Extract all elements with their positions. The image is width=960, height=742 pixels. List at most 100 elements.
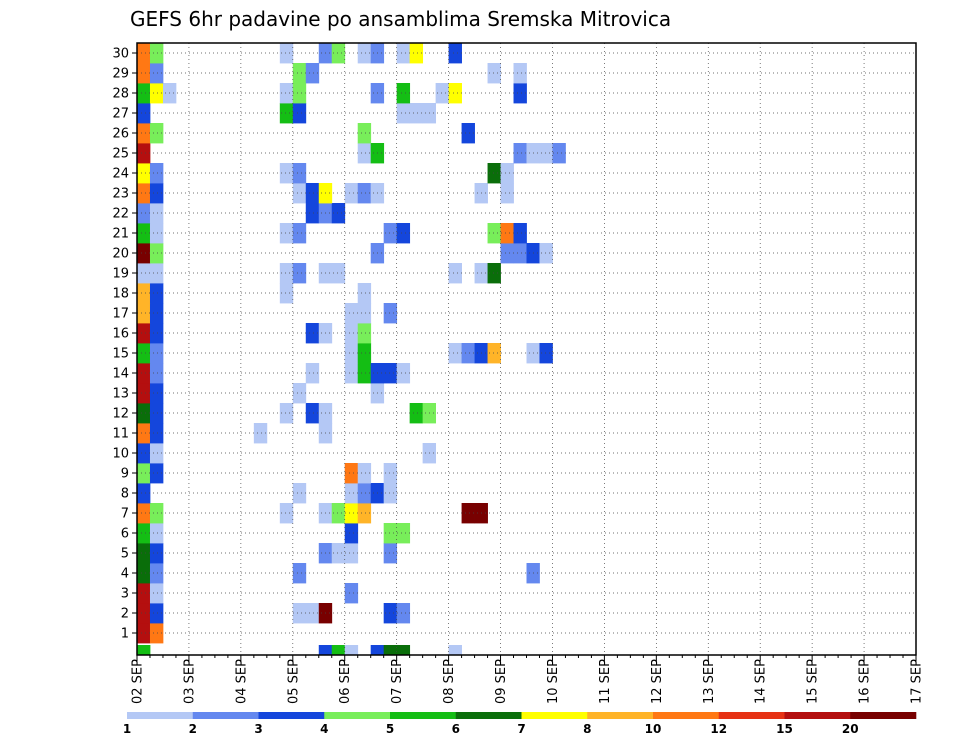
x-tick-label: 12 SEP	[650, 659, 665, 704]
heatmap-cell	[539, 343, 553, 364]
heatmap-cell	[137, 623, 151, 644]
heatmap-cell	[305, 63, 320, 84]
heatmap-cell	[331, 263, 346, 284]
heatmap-cell	[305, 603, 320, 624]
colorbar-label: 8	[583, 722, 591, 736]
heatmap-cell	[253, 423, 268, 444]
heatmap-cell	[513, 243, 527, 264]
x-tick-label: 07 SEP	[390, 659, 405, 704]
heatmap-cell	[383, 223, 398, 244]
colorbar-label: 6	[452, 722, 460, 736]
colorbar-swatch	[850, 712, 917, 719]
y-tick-label: 6	[121, 527, 129, 542]
heatmap-cell	[137, 143, 151, 164]
colorbar-label: 5	[386, 722, 394, 736]
heatmap-cell	[149, 423, 164, 444]
heatmap-cell	[344, 483, 359, 504]
heatmap-cell	[149, 163, 164, 184]
y-tick-label: 23	[112, 187, 129, 202]
heatmap-cell	[448, 343, 462, 364]
heatmap-cell	[344, 463, 359, 484]
x-tick-label: 06 SEP	[338, 659, 353, 704]
colorbar-swatch	[653, 712, 720, 719]
x-tick-label: 09 SEP	[494, 659, 509, 704]
x-tick-label: 15 SEP	[806, 659, 821, 704]
heatmap-cell	[318, 645, 333, 655]
colorbar-label: 1	[123, 722, 131, 736]
heatmap-cell	[409, 43, 424, 64]
heatmap-cell	[396, 103, 411, 124]
heatmap-cell	[383, 463, 398, 484]
x-axis: 02 SEP 03 SEP 04 SEP 05 SEP 06 SEP 07 SEP 08 S…	[131, 655, 925, 704]
chart-title: GEFS 6hr padavine po ansamblima Sremska …	[130, 7, 671, 31]
heatmap-cell	[137, 645, 151, 655]
heatmap-cell	[292, 263, 307, 284]
y-tick-label: 14	[112, 367, 129, 382]
y-tick-label: 28	[112, 87, 129, 102]
heatmap-cell	[357, 283, 372, 304]
heatmap-cell	[396, 83, 411, 104]
heatmap-cell	[292, 83, 307, 104]
x-tick-label: 10 SEP	[546, 659, 561, 704]
heatmap-cell	[149, 263, 164, 284]
x-tick-label: 04 SEP	[234, 659, 249, 704]
heatmap-cell	[539, 143, 553, 164]
heatmap-cell	[149, 83, 164, 104]
heatmap-cell	[149, 363, 164, 384]
heatmap-cell	[344, 183, 359, 204]
y-tick-label: 9	[121, 467, 129, 482]
y-tick-label: 24	[112, 167, 129, 182]
heatmap-cell	[149, 303, 164, 324]
heatmap-cell	[149, 523, 164, 544]
heatmap-cell	[344, 645, 359, 655]
heatmap-cell	[292, 103, 307, 124]
heatmap-cell	[461, 503, 475, 524]
heatmap-cell	[370, 645, 385, 655]
heatmap-cell	[137, 263, 151, 284]
heatmap-cell	[137, 83, 151, 104]
heatmap-cell	[383, 645, 398, 655]
heatmap-cell	[448, 645, 462, 655]
heatmap-cell	[357, 123, 372, 144]
heatmap-cell	[137, 43, 151, 64]
heatmap-cell	[137, 503, 151, 524]
heatmap-cell	[461, 343, 475, 364]
heatmap-cell	[448, 83, 462, 104]
heatmap-cell	[149, 43, 164, 64]
heatmap-cell	[137, 583, 151, 604]
colorbar-label: 4	[320, 722, 328, 736]
heatmap-cell	[137, 463, 151, 484]
y-tick-label: 30	[112, 47, 129, 62]
heatmap-cell	[137, 403, 151, 424]
heatmap-cell	[461, 123, 475, 144]
heatmap-cell	[383, 303, 398, 324]
heatmap-cell	[344, 543, 359, 564]
x-tick-label: 13 SEP	[702, 659, 717, 704]
y-axis: 1234567891011121314151617181920212223242…	[112, 47, 137, 642]
colorbar-swatch	[784, 712, 851, 719]
heatmap-cell	[292, 563, 307, 584]
y-tick-label: 26	[112, 127, 129, 142]
heatmap-cell	[149, 403, 164, 424]
heatmap-cell	[137, 283, 151, 304]
y-tick-label: 7	[121, 507, 129, 522]
heatmap-cell	[448, 43, 462, 64]
heatmap-cell	[149, 183, 164, 204]
y-tick-label: 8	[121, 487, 129, 502]
heatmap-cell	[357, 303, 372, 324]
heatmap-cell	[487, 63, 501, 84]
colorbar-label: 15	[776, 722, 793, 736]
y-tick-label: 2	[121, 607, 129, 622]
heatmap-cell	[344, 523, 359, 544]
heatmap-cell	[435, 83, 449, 104]
heatmap-cell	[344, 323, 359, 344]
heatmap-cell	[137, 203, 151, 224]
heatmap-cell	[137, 543, 151, 564]
x-tick-label: 16 SEP	[858, 659, 873, 704]
heatmap-cell	[137, 123, 151, 144]
heatmap-cell	[137, 483, 151, 504]
heatmap-cell	[396, 363, 411, 384]
heatmap-cell	[137, 563, 151, 584]
y-tick-label: 27	[112, 107, 129, 122]
